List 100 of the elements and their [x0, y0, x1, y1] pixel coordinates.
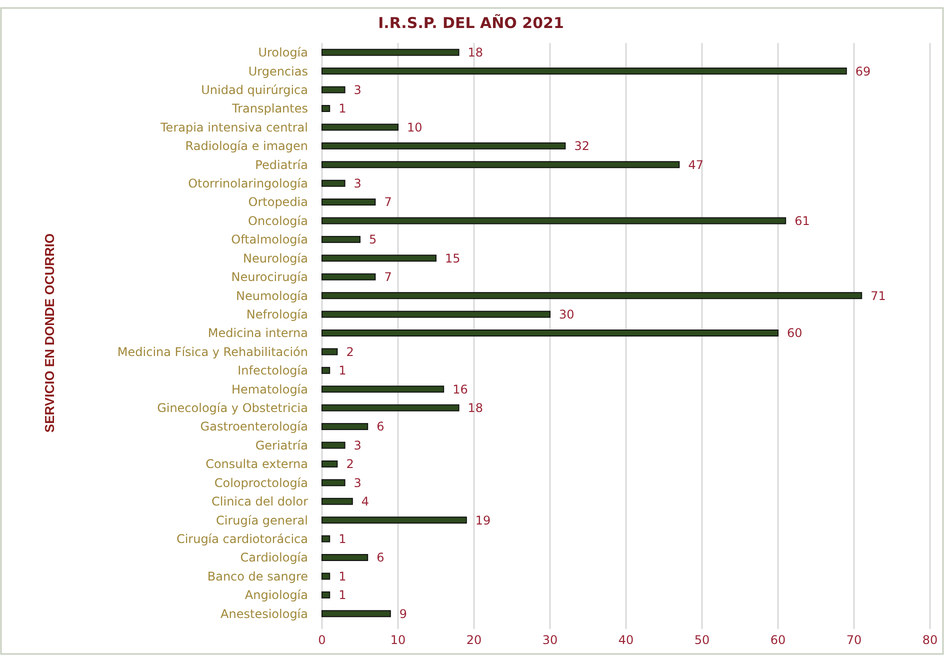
y-tick-label: Hematología	[232, 382, 308, 396]
y-tick-label: Urgencias	[248, 64, 308, 78]
bar	[322, 330, 778, 336]
y-tick-label: Oncología	[248, 214, 308, 228]
bar	[322, 479, 346, 486]
bar	[322, 386, 444, 393]
data-label: 19	[475, 513, 491, 528]
y-tick-label: Urología	[258, 46, 308, 60]
y-tick-label: Banco de sangre	[207, 569, 308, 584]
y-tick-label: Neumología	[236, 288, 308, 303]
x-tick-label: 80	[922, 633, 938, 647]
data-label: 71	[870, 288, 886, 303]
bar	[322, 442, 346, 449]
bar	[322, 310, 550, 318]
bar	[322, 404, 460, 412]
data-label: 7	[384, 270, 392, 284]
bar	[322, 86, 346, 94]
y-tick-label: Ginecología y Obstetricia	[157, 401, 308, 416]
chart-title: I.R.S.P. DEL AÑO 2021	[378, 14, 564, 32]
bar	[322, 104, 330, 112]
y-tick-label: Cirugía general	[216, 513, 308, 528]
y-tick-label: Nefrología	[246, 307, 308, 322]
y-tick-label: Transplantes	[231, 102, 308, 116]
bar	[322, 124, 398, 131]
y-tick-label: Neurocirugía	[231, 270, 308, 284]
y-tick-label: Neurología	[243, 251, 308, 266]
x-tick-label: 10	[390, 633, 406, 647]
bar	[322, 198, 376, 206]
data-label: 60	[787, 326, 802, 340]
bar	[322, 591, 330, 598]
data-label: 3	[354, 176, 362, 191]
y-tick-label: Oftalmología	[231, 232, 308, 247]
bar	[322, 292, 862, 300]
bar	[322, 516, 467, 524]
bar	[322, 161, 680, 168]
bar	[322, 610, 391, 618]
x-tick-label: 30	[542, 633, 558, 647]
data-label: 3	[354, 82, 362, 97]
data-label: 4	[361, 494, 370, 509]
bar	[322, 498, 353, 505]
data-label: 7	[384, 195, 392, 210]
bar	[322, 180, 346, 187]
data-label: 5	[369, 232, 377, 247]
bar	[322, 273, 376, 280]
data-label: 30	[559, 307, 574, 322]
data-label: 1	[338, 588, 346, 602]
data-label: 1	[338, 569, 346, 584]
bar	[322, 48, 460, 56]
data-label: 15	[445, 251, 460, 266]
data-label: 61	[794, 214, 810, 228]
x-tick-label: 60	[770, 633, 786, 647]
y-tick-label: Cirugía cardiotorácica	[176, 532, 308, 546]
data-label: 6	[376, 420, 384, 434]
y-tick-label: Gastroenterología	[200, 420, 308, 434]
data-label: 1	[338, 532, 346, 546]
y-tick-label: Ortopedia	[248, 195, 308, 210]
y-tick-label: Consulta externa	[206, 457, 308, 472]
bar	[322, 142, 566, 150]
x-tick-label: 20	[466, 633, 482, 647]
data-label: 16	[452, 382, 468, 396]
bar	[322, 68, 847, 75]
y-tick-label: Otorrinolaringología	[188, 176, 308, 191]
y-tick-label: Terapia intensiva central	[160, 120, 308, 134]
bar	[322, 572, 330, 580]
data-label: 1	[338, 364, 346, 378]
data-label: 2	[346, 344, 354, 359]
data-label: 18	[468, 401, 484, 416]
data-label: 47	[688, 158, 704, 172]
y-tick-label: Pediatría	[255, 158, 308, 172]
bar	[322, 348, 338, 356]
y-tick-label: Angiología	[244, 588, 308, 602]
data-label: 32	[574, 139, 590, 154]
y-axis-title: SERVICIO EN DONDE OCURRIO	[42, 233, 57, 433]
data-label: 18	[468, 46, 484, 60]
y-tick-label: Cardiología	[240, 550, 308, 565]
y-tick-label: Medicina Física y Rehabilitación	[117, 344, 308, 359]
bar	[322, 460, 338, 468]
x-tick-label: 40	[618, 633, 634, 647]
y-tick-label: Unidad quirúrgica	[201, 82, 308, 97]
y-tick-label: Geriatría	[255, 438, 308, 452]
y-tick-label: Radiología e imagen	[185, 139, 308, 154]
bar	[322, 236, 360, 243]
x-tick-label: 50	[694, 633, 710, 647]
data-label: 10	[407, 120, 422, 134]
bar	[322, 217, 786, 224]
bar	[322, 554, 368, 562]
y-tick-label: Medicina interna	[208, 326, 308, 340]
data-label: 1	[338, 102, 346, 116]
y-tick-label: Coloproctología	[214, 476, 308, 490]
bar	[322, 254, 436, 262]
data-label: 2	[346, 457, 354, 472]
y-tick-label: Clinica del dolor	[212, 494, 308, 509]
data-label: 69	[855, 64, 871, 78]
data-label: 6	[376, 550, 384, 565]
data-label: 3	[354, 438, 362, 452]
x-tick-label: 70	[846, 633, 862, 647]
bar	[322, 366, 330, 374]
data-label: 3	[354, 476, 362, 490]
y-tick-label: Anestesiología	[220, 606, 308, 621]
bar	[322, 423, 368, 430]
